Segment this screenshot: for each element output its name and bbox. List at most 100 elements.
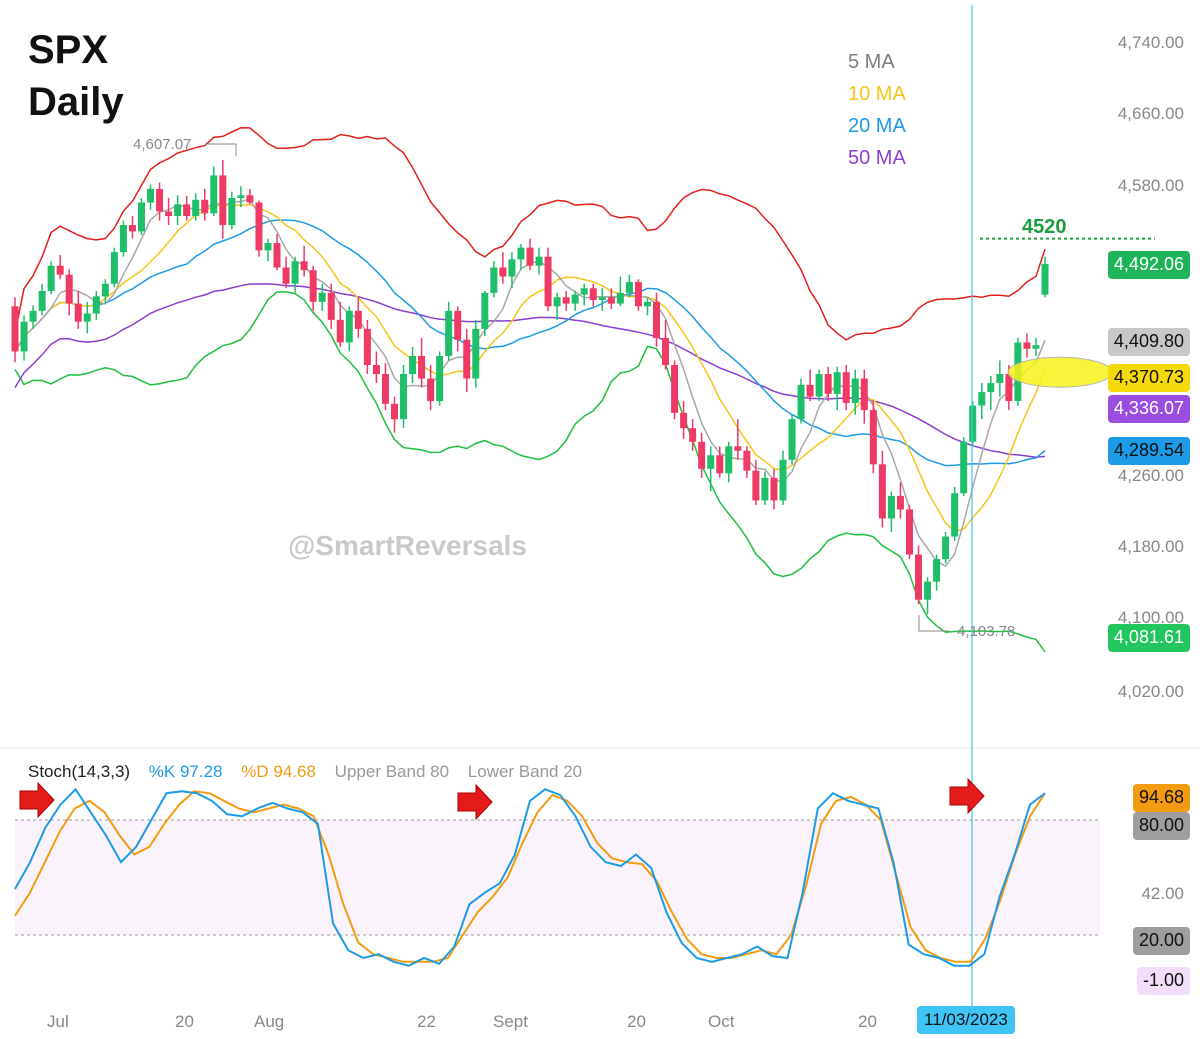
candle-body <box>589 288 597 300</box>
candle-body <box>743 450 751 471</box>
candle-body <box>309 270 317 302</box>
price-axis-label: 4,580.00 <box>1117 176 1184 195</box>
candle-body <box>409 355 417 375</box>
candle-body <box>210 175 218 214</box>
target-label: 4520 <box>1022 216 1067 238</box>
candle-body <box>698 441 706 469</box>
candle-body <box>83 313 91 322</box>
candle-body <box>427 378 435 402</box>
candle-body <box>219 175 227 226</box>
candle-body <box>634 281 642 307</box>
candle-body <box>381 374 389 404</box>
x-axis-label: 20 <box>858 1012 877 1031</box>
stoch-name: Stoch(14,3,3) <box>28 762 131 781</box>
candle-body <box>833 372 841 394</box>
candle-body <box>490 267 498 293</box>
candle-body <box>201 199 209 214</box>
candle-body <box>228 197 236 226</box>
candle-body <box>924 581 932 600</box>
watermark: @SmartReversals <box>288 530 527 561</box>
candle-body <box>842 372 850 403</box>
stoch-tag-d: 94.68 <box>1132 784 1190 812</box>
price-axis-label: 4,260.00 <box>1117 466 1184 485</box>
candle-body <box>716 455 724 474</box>
candle-body <box>553 297 561 307</box>
candle-body <box>336 319 344 343</box>
price-tag-ma10: 4,370.73 <box>1107 364 1190 392</box>
candle-body <box>47 265 55 291</box>
candle-body <box>300 261 308 271</box>
date-marker[interactable]: 11/03/2023 <box>917 1006 1015 1034</box>
candle-body <box>752 470 760 501</box>
lower-bollinger-line <box>14 291 1046 653</box>
candle-body <box>264 243 272 251</box>
candle-body <box>20 321 28 352</box>
stoch-upper-label: Upper Band 80 <box>334 762 450 781</box>
candle-body <box>147 188 155 203</box>
candle-body <box>978 392 986 406</box>
candle-body <box>354 310 362 329</box>
candle-body <box>544 256 552 307</box>
chart-title-timeframe: Daily <box>28 80 124 124</box>
candle-body <box>689 428 697 442</box>
candle-body <box>616 292 624 304</box>
price-axis-label: 4,740.00 <box>1117 33 1184 52</box>
price-tag-ma50: 4,336.07 <box>1107 395 1190 423</box>
stoch-d-label: %D 94.68 <box>241 762 316 781</box>
candle-body <box>933 559 941 582</box>
candle-body <box>481 292 489 329</box>
candle-body <box>400 374 408 420</box>
low-marker-line <box>918 615 950 632</box>
candle-body <box>110 252 118 284</box>
x-axis-label: 22 <box>417 1012 436 1031</box>
legend-ma5: 5 MA <box>848 51 895 73</box>
candle-body <box>318 292 326 302</box>
red-arrow-icon <box>19 781 55 819</box>
candle-body <box>1023 342 1031 349</box>
candle-body <box>472 328 480 379</box>
candle-body <box>165 211 173 217</box>
candle-body <box>517 247 525 260</box>
x-axis-label: Jul <box>47 1012 69 1031</box>
candle-body <box>896 495 904 510</box>
x-axis-label: Oct <box>708 1012 735 1031</box>
stoch-tag-min: -1.00 <box>1136 967 1190 995</box>
candle-body <box>1005 374 1013 402</box>
candle-body <box>282 267 290 284</box>
candle-body <box>273 243 281 268</box>
candle-body <box>671 365 679 413</box>
candle-body <box>345 310 353 343</box>
candle-body <box>436 355 444 402</box>
candle-body <box>92 296 100 314</box>
candle-body <box>987 383 995 393</box>
price-axis-label: 4,180.00 <box>1117 537 1184 556</box>
candle-body <box>363 328 371 365</box>
stoch-d-line <box>14 790 1046 963</box>
candle-body <box>788 419 796 460</box>
candle-body <box>291 261 299 284</box>
stoch-band-fill <box>15 820 1100 935</box>
candle-body <box>942 536 950 560</box>
candle-body <box>662 337 670 365</box>
candle-body <box>119 225 127 253</box>
candle-body <box>652 301 660 338</box>
candle-body <box>770 477 778 501</box>
stoch-tag-upper: 80.00 <box>1132 812 1190 840</box>
candle-body <box>74 303 82 322</box>
candle-body <box>887 495 895 519</box>
candle-body <box>824 374 832 394</box>
candle-body <box>390 403 398 420</box>
red-arrow-icon <box>457 783 493 821</box>
candle-body <box>137 202 145 232</box>
low-marker: 4,103.78 <box>957 623 1016 640</box>
red-arrow-icon <box>949 777 985 815</box>
price-tag-ma20: 4,289.54 <box>1107 437 1190 465</box>
ma50-line <box>14 283 1046 458</box>
highlight-ellipse <box>1007 356 1113 388</box>
stoch-lower-label: Lower Band 20 <box>467 762 583 781</box>
candle-body <box>707 455 715 469</box>
candle-body <box>246 195 254 203</box>
x-axis-label: Sept <box>493 1012 528 1031</box>
candle-body <box>598 297 606 300</box>
